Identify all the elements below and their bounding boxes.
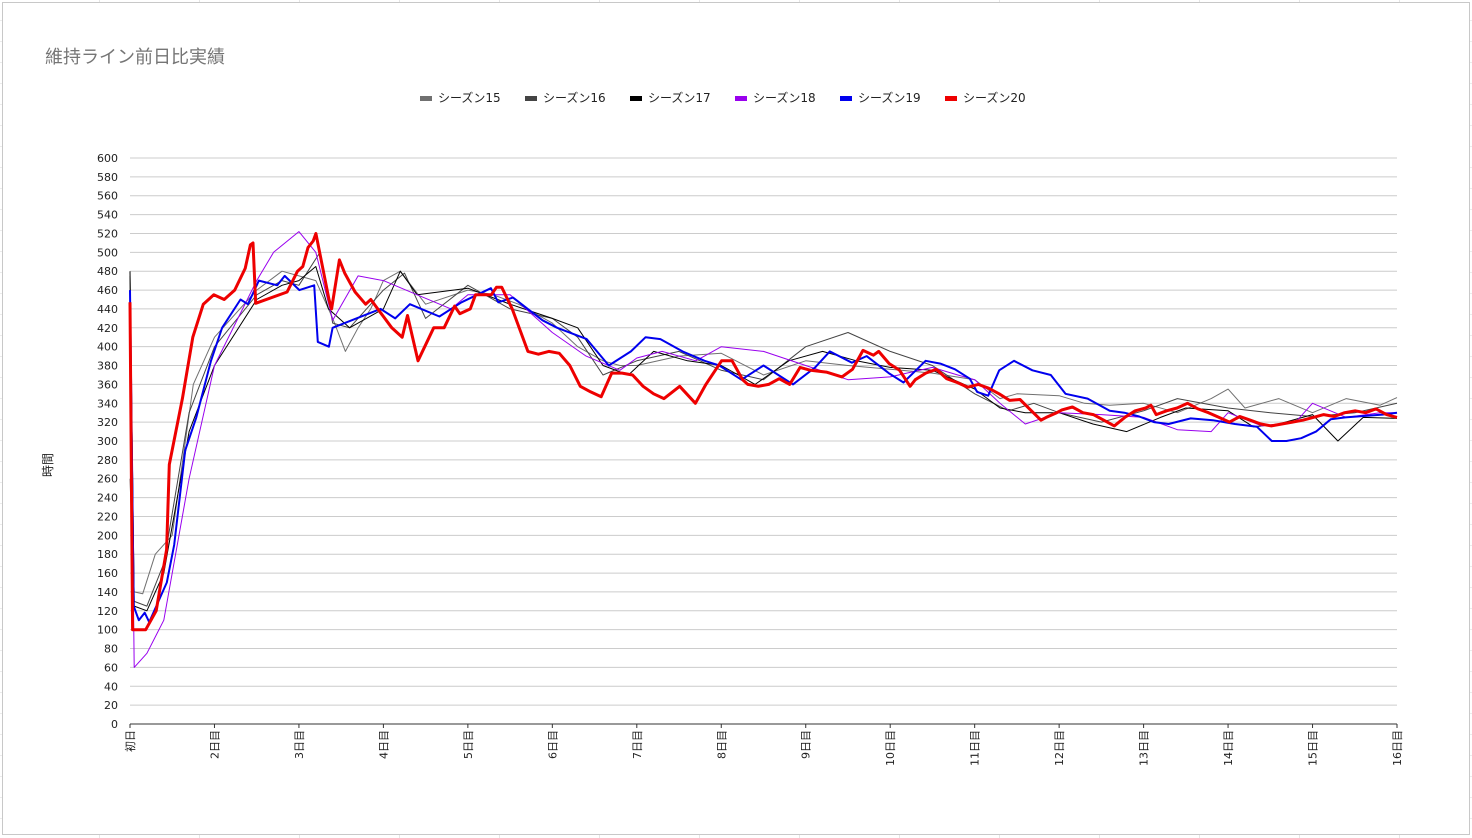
x-tick-label: 8日目 bbox=[715, 730, 728, 759]
y-tick-label: 220 bbox=[97, 510, 118, 523]
legend-swatch bbox=[945, 96, 957, 101]
axes: 0 20 40 60 80 100 120 140 160 180 200 220 240 260 280 3… bbox=[97, 152, 1404, 766]
y-tick-label: 280 bbox=[97, 454, 118, 467]
y-tick-label: 200 bbox=[97, 529, 118, 542]
y-tick-label: 80 bbox=[104, 643, 118, 656]
y-tick-label: 20 bbox=[104, 699, 118, 712]
y-tick-label: 380 bbox=[97, 360, 118, 373]
y-tick-label: 120 bbox=[97, 605, 118, 618]
x-tick-label: 12日目 bbox=[1053, 730, 1066, 766]
legend-swatch bbox=[840, 96, 852, 101]
y-tick-label: 600 bbox=[97, 152, 118, 165]
x-tick-label: 6日目 bbox=[546, 730, 559, 759]
y-tick-label: 440 bbox=[97, 303, 118, 316]
y-tick-label: 420 bbox=[97, 322, 118, 335]
y-tick-label: 460 bbox=[97, 284, 118, 297]
x-tick-label: 3日目 bbox=[293, 730, 306, 759]
x-tick-label: 初日 bbox=[123, 730, 137, 752]
y-tick-label: 480 bbox=[97, 265, 118, 278]
legend-swatch bbox=[735, 96, 747, 101]
x-tick-label: 4日目 bbox=[377, 730, 390, 759]
series-line-4 bbox=[129, 231, 1397, 668]
legend-label: シーズン17 bbox=[648, 90, 711, 105]
legend: シーズン15 シーズン16 シーズン17 シーズン18 シーズン19 シーズン20 bbox=[420, 90, 1026, 105]
legend-swatch bbox=[420, 96, 432, 101]
x-tick-label: 14日目 bbox=[1222, 730, 1235, 766]
legend-label: シーズン15 bbox=[438, 90, 501, 105]
legend-label: シーズン19 bbox=[858, 90, 921, 105]
y-tick-label: 180 bbox=[97, 548, 118, 561]
x-tick-label: 5日目 bbox=[462, 730, 475, 759]
y-tick-label: 100 bbox=[97, 624, 118, 637]
x-tick-label: 11日目 bbox=[969, 730, 982, 766]
y-tick-label: 260 bbox=[97, 473, 118, 486]
y-tick-label: 520 bbox=[97, 227, 118, 240]
series-line-3 bbox=[129, 266, 1398, 612]
legend-swatch bbox=[525, 96, 537, 101]
chart-title: 維持ライン前日比実績 bbox=[45, 47, 225, 68]
y-tick-label: 580 bbox=[97, 171, 118, 184]
y-tick-label: 160 bbox=[97, 567, 118, 580]
y-tick-label: 240 bbox=[97, 492, 118, 505]
y-tick-label: 320 bbox=[97, 416, 118, 429]
x-tick-label: 7日目 bbox=[631, 730, 644, 759]
legend-swatch bbox=[630, 96, 642, 101]
y-tick-label: 400 bbox=[97, 341, 118, 354]
y-tick-label: 340 bbox=[97, 397, 118, 410]
y-axis-label: 時間 bbox=[41, 453, 55, 477]
legend-label: シーズン18 bbox=[753, 90, 816, 105]
y-tick-label: 560 bbox=[97, 190, 118, 203]
legend-label: シーズン20 bbox=[963, 90, 1026, 105]
legend-label: シーズン16 bbox=[543, 90, 606, 105]
x-tick-label: 9日目 bbox=[800, 730, 813, 759]
series-line-2 bbox=[129, 251, 1398, 607]
gridlines bbox=[130, 157, 1397, 725]
x-tick-label: 15日目 bbox=[1307, 730, 1320, 766]
y-tick-label: 140 bbox=[97, 586, 118, 599]
x-tick-label: 2日目 bbox=[208, 730, 221, 759]
x-tick-label: 13日目 bbox=[1138, 730, 1151, 766]
y-tick-label: 360 bbox=[97, 378, 118, 391]
y-tick-label: 60 bbox=[104, 661, 118, 674]
y-tick-label: 40 bbox=[104, 680, 118, 693]
y-tick-label: 300 bbox=[97, 435, 118, 448]
series-lines bbox=[128, 231, 1398, 668]
y-tick-label: 500 bbox=[97, 246, 118, 259]
series-line-6 bbox=[128, 232, 1398, 632]
y-tick-label: 540 bbox=[97, 209, 118, 222]
series-line-1 bbox=[129, 270, 1398, 595]
x-tick-label: 16日目 bbox=[1391, 730, 1404, 766]
y-tick-label: 0 bbox=[111, 718, 118, 731]
x-tick-label: 10日目 bbox=[884, 730, 897, 766]
